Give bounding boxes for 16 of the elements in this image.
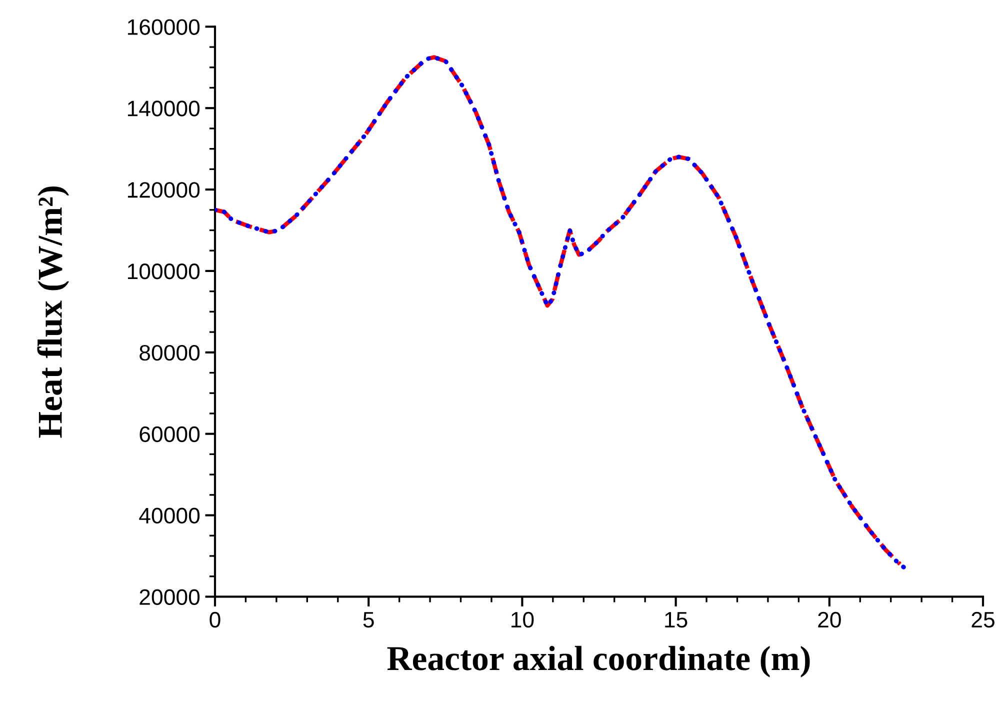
y-tick-label: 20000 bbox=[140, 589, 200, 605]
y-tick-label: 40000 bbox=[139, 508, 200, 524]
x-tick-label: 15 bbox=[665, 612, 688, 628]
y-tick-label: 120000 bbox=[128, 182, 200, 198]
y-axis-title: Heat flux (W/m²) bbox=[37, 186, 70, 438]
x-tick-label: 5 bbox=[363, 612, 374, 628]
y-tick-label: 60000 bbox=[140, 426, 200, 442]
y-tick-label: 80000 bbox=[140, 344, 200, 361]
y-tick-label: 160000 bbox=[128, 19, 200, 35]
x-tick-label: 10 bbox=[512, 612, 534, 628]
y-tick-label: 100000 bbox=[128, 264, 200, 280]
x-tick-label: 0 bbox=[210, 612, 220, 628]
y-tick-label: 140000 bbox=[128, 100, 200, 116]
x-tick-label: 20 bbox=[818, 612, 841, 628]
x-tick-label: 25 bbox=[972, 612, 994, 628]
x-axis-title: Reactor axial coordinate (m) bbox=[387, 646, 810, 678]
